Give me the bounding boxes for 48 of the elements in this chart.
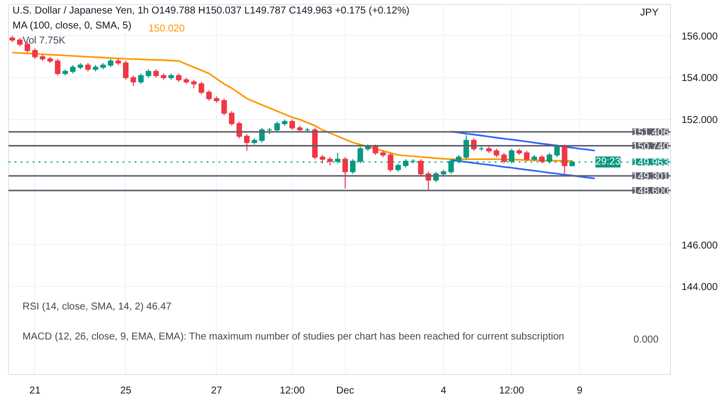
ref-line-label: 150.740 bbox=[632, 141, 669, 152]
text: 0.000 bbox=[633, 334, 659, 346]
y-tick-label: 154.000 bbox=[682, 73, 718, 84]
annotation: Vol 7.75K bbox=[22, 36, 66, 46]
annotation: RSI (14, close, SMA, 14, 2) 46.47 bbox=[22, 302, 172, 312]
ref-line-label: 148.600 bbox=[632, 186, 669, 198]
candlestick bbox=[244, 134, 250, 152]
ref-line-label: 149.963 bbox=[632, 158, 669, 169]
y-tick-label: 146.000 bbox=[682, 240, 718, 252]
x-tick-label: 9 bbox=[576, 386, 583, 396]
y-tick-label: 144.000 bbox=[682, 282, 718, 294]
candlestick bbox=[130, 75, 136, 87]
candlestick bbox=[228, 110, 234, 126]
ref-line-label: 151.406 bbox=[632, 127, 669, 138]
candlestick bbox=[501, 152, 507, 164]
candlestick bbox=[418, 158, 424, 176]
x-tick-label: 25 bbox=[120, 386, 132, 396]
x-tick-label: 12:00 bbox=[499, 386, 525, 396]
candlestick bbox=[123, 60, 129, 80]
x-tick-label: Dec bbox=[336, 386, 354, 396]
candlestick bbox=[221, 98, 227, 116]
annotation: 150.020 bbox=[148, 24, 186, 34]
x-tick-label: 12:00 bbox=[280, 386, 306, 396]
candlestick bbox=[54, 58, 60, 76]
candlestick bbox=[524, 150, 530, 162]
chart-title: U.S. Dollar / Japanese Yen, 1h O149.788 H150.037 L149.787 C149.963 +0.175 (+0.12%) bbox=[12, 6, 410, 16]
ref-line-label: 149.301 bbox=[632, 171, 669, 182]
x-tick-label: 21 bbox=[29, 386, 41, 396]
candlestick bbox=[206, 90, 212, 102]
candlestick bbox=[32, 48, 38, 60]
candlestick bbox=[274, 121, 280, 133]
candlestick bbox=[372, 144, 378, 156]
candlestick bbox=[342, 156, 348, 189]
candlestick bbox=[198, 81, 204, 95]
line-series bbox=[450, 159, 596, 180]
x-tick-label: 4 bbox=[440, 386, 447, 396]
candlestick bbox=[388, 152, 394, 172]
y-axis-title: JPY bbox=[640, 8, 659, 18]
candlestick bbox=[138, 72, 144, 84]
candlestick bbox=[289, 118, 295, 130]
annotation: 29:23 bbox=[595, 156, 621, 168]
text: MA (100, close, 0, SMA, 5) bbox=[12, 20, 132, 32]
annotation: MACD (12, 26, close, 9, EMA, EMA): The maximum number of studies per chart has been reached for current subscription bbox=[22, 332, 564, 342]
y-tick-label: 156.000 bbox=[682, 31, 718, 42]
candlestick bbox=[554, 144, 560, 158]
x-tick-label: 27 bbox=[210, 386, 223, 396]
candlestick bbox=[562, 144, 568, 174]
y-tick-label: 152.000 bbox=[682, 114, 718, 126]
